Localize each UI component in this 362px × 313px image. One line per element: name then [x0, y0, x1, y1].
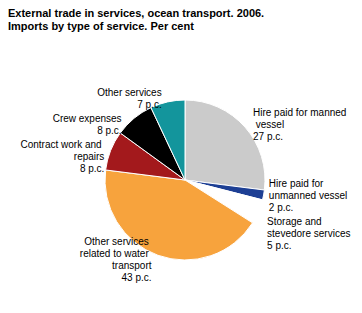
svg-text:27 p.c.: 27 p.c.: [253, 131, 283, 142]
svg-text:2 p.c.: 2 p.c.: [269, 202, 293, 213]
svg-text:transport: transport: [112, 260, 152, 271]
svg-text:Storage and: Storage and: [267, 216, 324, 227]
svg-text:External trade in services, oc: External trade in services, ocean transp…: [8, 7, 264, 19]
svg-text:related to water: related to water: [80, 248, 152, 259]
svg-text:stevedore services: stevedore services: [267, 228, 350, 239]
svg-text:vessel: vessel: [253, 119, 284, 130]
svg-text:Other services: Other services: [97, 87, 161, 98]
svg-text:Hire paid for: Hire paid for: [269, 178, 326, 189]
svg-text:unmanned vessel: unmanned vessel: [269, 190, 347, 201]
svg-text:Contract work and: Contract work and: [20, 139, 104, 150]
svg-text:Hire paid for manned: Hire paid for manned: [253, 107, 346, 118]
svg-text:repairs: repairs: [74, 151, 105, 162]
svg-text:Crew expenses: Crew expenses: [53, 113, 122, 124]
svg-text:43 p.c.: 43 p.c.: [122, 272, 152, 283]
svg-text:5 p.c.: 5 p.c.: [267, 240, 291, 251]
svg-text:Imports by type of service. Pe: Imports by type of service. Per cent: [8, 20, 194, 32]
svg-text:8 p.c.: 8 p.c.: [80, 163, 104, 174]
svg-text:8 p.c.: 8 p.c.: [97, 125, 121, 136]
svg-text:Other services: Other services: [84, 236, 151, 247]
svg-text:7 p.c.: 7 p.c.: [137, 99, 161, 110]
